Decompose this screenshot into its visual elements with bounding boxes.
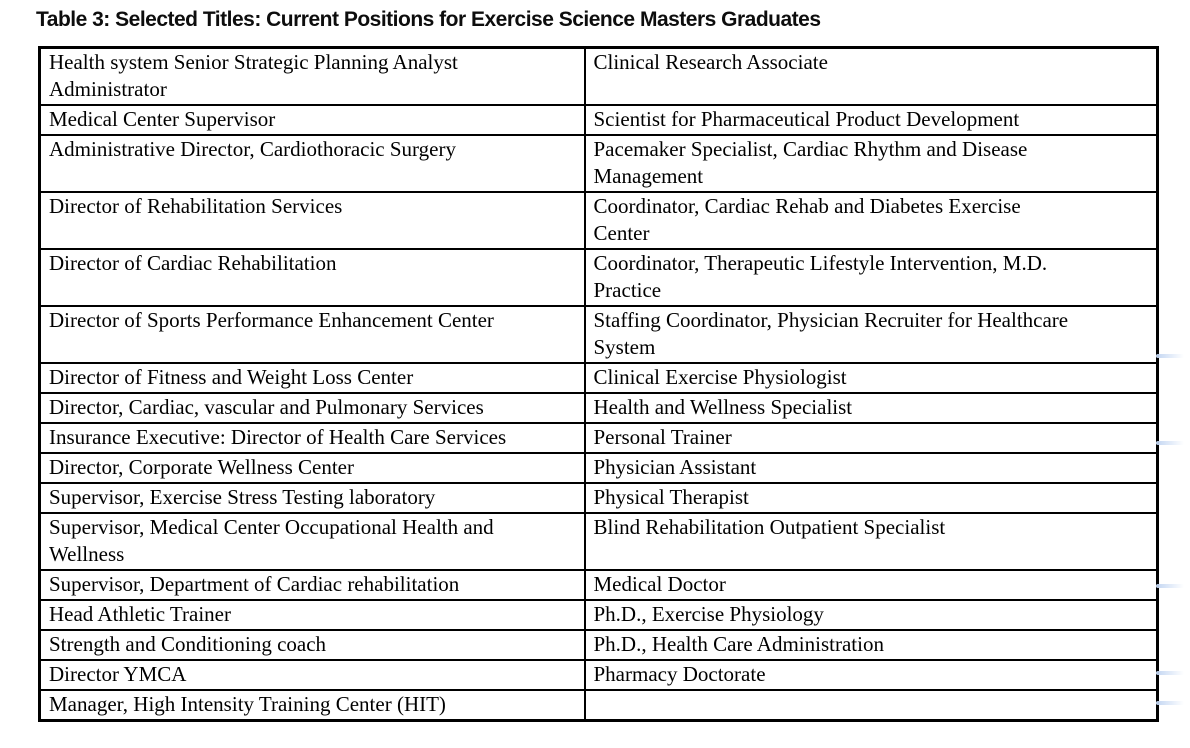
positions-table: Health system Senior Strategic Planning … [38,46,1159,722]
table-cell-left: Supervisor, Exercise Stress Testing labo… [38,482,586,514]
table-row: Administrative Director, Cardiothoracic … [38,134,1159,193]
table-cell-right: Coordinator, Therapeutic Lifestyle Inter… [583,248,1159,307]
table-row: Director of Sports Performance Enhanceme… [38,305,1159,364]
table-row: Director of Fitness and Weight Loss Cent… [38,362,1159,394]
table-row: Insurance Executive: Director of Health … [38,422,1159,454]
table-cell-left: Health system Senior Strategic Planning … [38,46,586,106]
table-cell-right: Coordinator, Cardiac Rehab and Diabetes … [583,191,1159,250]
table-row: Supervisor, Medical Center Occupational … [38,512,1159,571]
table-cell-left: Insurance Executive: Director of Health … [38,422,586,454]
table-cell-right: Ph.D., Exercise Physiology [583,599,1159,631]
table-row: Supervisor, Exercise Stress Testing labo… [38,482,1159,514]
table-cell-right: Ph.D., Health Care Administration [583,629,1159,661]
table-cell-right: Scientist for Pharmaceutical Product Dev… [583,104,1159,136]
table-cell-left: Strength and Conditioning coach [38,629,586,661]
table-cell-left: Director, Cardiac, vascular and Pulmonar… [38,392,586,424]
table-cell-left: Director, Corporate Wellness Center [38,452,586,484]
table-cell-right: Pacemaker Specialist, Cardiac Rhythm and… [583,134,1159,193]
table-row: Supervisor, Department of Cardiac rehabi… [38,569,1159,601]
table-row: Strength and Conditioning coach Ph.D., He… [38,629,1159,661]
table-cell-left: Head Athletic Trainer [38,599,586,631]
table-row: Head Athletic Trainer Ph.D., Exercise Phy… [38,599,1159,631]
table-row: Director of Rehabilitation Services Coord… [38,191,1159,250]
table-row: Manager, High Intensity Training Center … [38,689,1159,722]
table-cell-right: Clinical Research Associate [583,46,1159,106]
margin-annotation-mark [1156,671,1184,675]
table-cell-right: Pharmacy Doctorate [583,659,1159,691]
table-cell-right: Clinical Exercise Physiologist [583,362,1159,394]
table-cell-left: Director of Sports Performance Enhanceme… [38,305,586,364]
table-cell-left: Director of Fitness and Weight Loss Cent… [38,362,586,394]
table-cell-left: Manager, High Intensity Training Center … [38,689,586,722]
table-row: Health system Senior Strategic Planning … [38,46,1159,106]
table-cell-left: Supervisor, Medical Center Occupational … [38,512,586,571]
margin-annotation-mark [1156,701,1184,705]
table-cell-left: Director of Rehabilitation Services [38,191,586,250]
table-cell-left: Director YMCA [38,659,586,691]
table-cell-right: Medical Doctor [583,569,1159,601]
table-cell-right: Health and Wellness Specialist [583,392,1159,424]
table-cell-left: Medical Center Supervisor [38,104,586,136]
table-cell-right: Physical Therapist [583,482,1159,514]
table-cell-right [583,689,1159,722]
table-caption: Table 3: Selected Titles: Current Positi… [36,8,821,31]
margin-annotation-mark [1156,584,1184,588]
table-row: Director, Cardiac, vascular and Pulmonar… [38,392,1159,424]
table-cell-right: Physician Assistant [583,452,1159,484]
positions-table-body: Health system Senior Strategic Planning … [38,46,1159,722]
table-row: Medical Center Supervisor Scientist for P… [38,104,1159,136]
table-cell-right: Personal Trainer [583,422,1159,454]
margin-annotation-mark [1156,354,1184,358]
table-cell-right: Staffing Coordinator, Physician Recruite… [583,305,1159,364]
table-cell-left: Administrative Director, Cardiothoracic … [38,134,586,193]
table-cell-left: Director of Cardiac Rehabilitation [38,248,586,307]
table-row: Director, Corporate Wellness Center Physi… [38,452,1159,484]
table-cell-right: Blind Rehabilitation Outpatient Speciali… [583,512,1159,571]
table-cell-left: Supervisor, Department of Cardiac rehabi… [38,569,586,601]
table-row: Director of Cardiac Rehabilitation Coordi… [38,248,1159,307]
margin-annotation-mark [1156,441,1184,445]
table-row: Director YMCA Pharmacy Doctorate [38,659,1159,691]
